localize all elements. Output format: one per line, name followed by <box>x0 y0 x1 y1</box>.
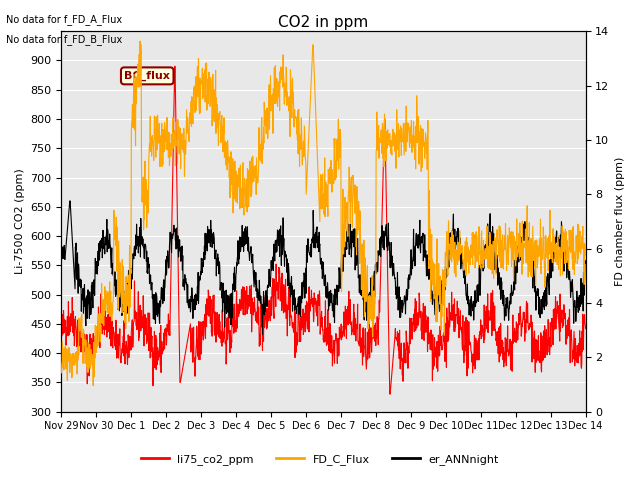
Text: BC_flux: BC_flux <box>124 71 170 81</box>
Text: No data for f_FD_B_Flux: No data for f_FD_B_Flux <box>6 34 123 45</box>
Y-axis label: Li-7500 CO2 (ppm): Li-7500 CO2 (ppm) <box>15 168 25 274</box>
Y-axis label: FD chamber flux (ppm): FD chamber flux (ppm) <box>615 157 625 286</box>
Text: No data for f_FD_A_Flux: No data for f_FD_A_Flux <box>6 14 122 25</box>
Legend: li75_co2_ppm, FD_C_Flux, er_ANNnight: li75_co2_ppm, FD_C_Flux, er_ANNnight <box>136 450 504 469</box>
Title: CO2 in ppm: CO2 in ppm <box>278 15 369 30</box>
